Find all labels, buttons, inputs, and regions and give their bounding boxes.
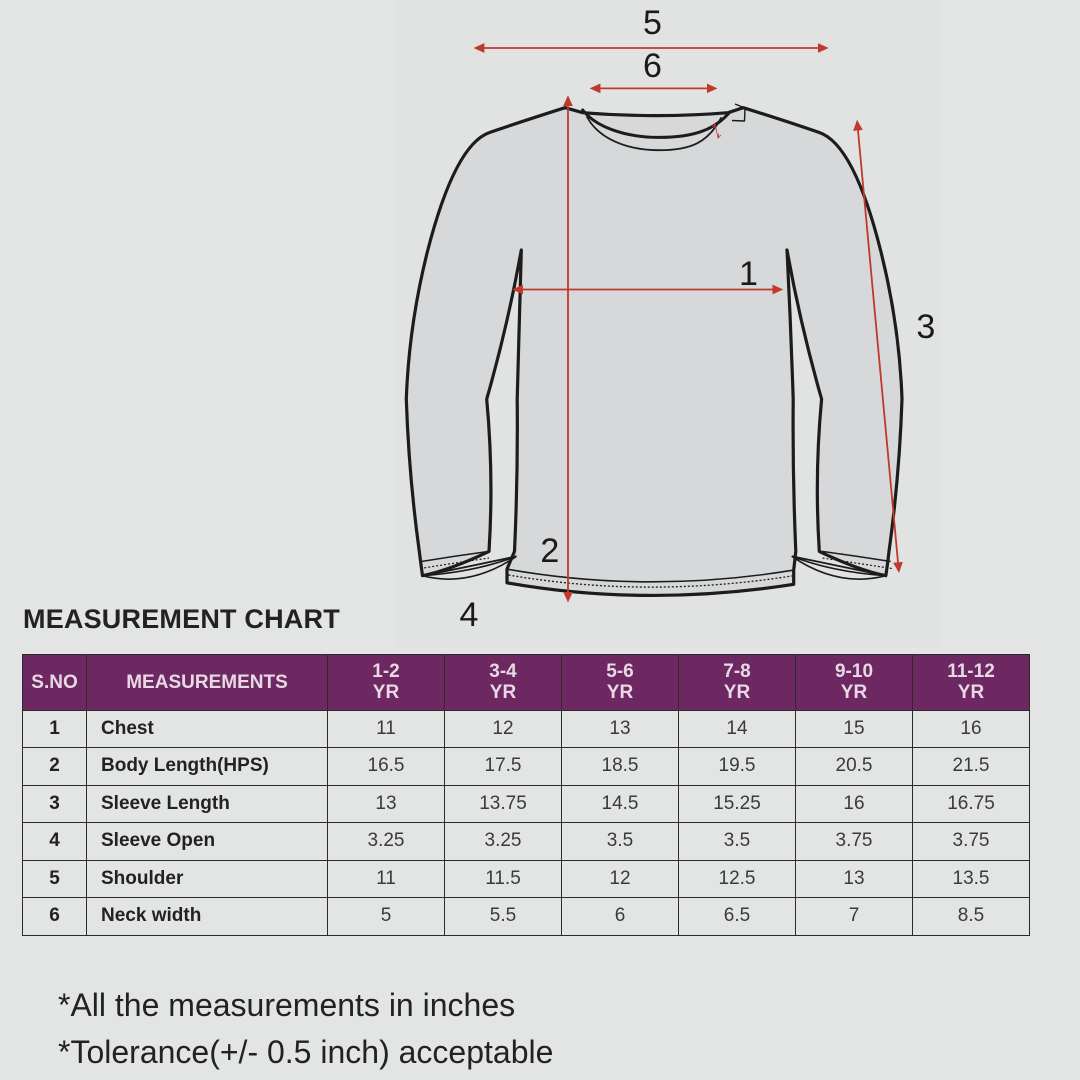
svg-text:3: 3 [916, 308, 935, 346]
svg-text:2: 2 [540, 532, 559, 570]
svg-text:5: 5 [643, 4, 662, 42]
svg-text:6: 6 [643, 47, 662, 85]
svg-text:1: 1 [739, 255, 758, 293]
svg-text:4: 4 [460, 596, 479, 634]
